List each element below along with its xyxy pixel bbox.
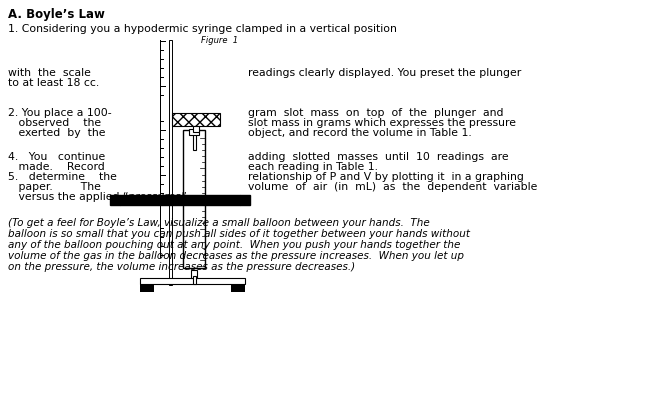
Text: balloon is so small that you can push all sides of it together between your hand: balloon is so small that you can push al… [8,229,470,239]
Text: versus the applied “pressures”.: versus the applied “pressures”. [8,192,190,202]
Bar [193,134,195,150]
Text: on the pressure, the volume increases as the pressure decreases.): on the pressure, the volume increases as… [8,262,355,272]
Bar [161,184,164,185]
Bar [189,129,199,135]
Text: any of the balloon pouching out at any point.  When you push your hands together: any of the balloon pouching out at any p… [8,240,460,250]
Bar [161,246,164,247]
Text: readings clearly displayed. You preset the plunger: readings clearly displayed. You preset t… [248,68,521,78]
Bar [168,40,172,285]
Bar [140,278,245,284]
Bar [161,175,167,176]
Text: volume  of  air  (in  mL)  as  the  dependent  variable: volume of air (in mL) as the dependent v… [248,182,537,192]
Bar [161,228,164,229]
Text: to at least 18 cc.: to at least 18 cc. [8,78,99,88]
Bar [161,166,164,167]
Bar [110,195,120,205]
Bar [161,219,167,220]
Text: 4.   You   continue: 4. You continue [8,152,105,162]
Bar [161,104,164,105]
Text: made.    Record: made. Record [8,162,104,172]
Bar [240,195,250,205]
Bar [193,126,199,132]
Bar [183,130,205,268]
Text: 1. Considering you a hypodermic syringe clamped in a vertical position: 1. Considering you a hypodermic syringe … [8,24,397,34]
Text: (To get a feel for Boyle’s Law, visualize a small balloon between your hands.  T: (To get a feel for Boyle’s Law, visualiz… [8,218,430,228]
Text: observed    the: observed the [8,118,101,128]
Bar [161,59,164,60]
Text: relationship of P and V by plotting it  in a graphing: relationship of P and V by plotting it i… [248,172,524,182]
Text: exerted  by  the: exerted by the [8,128,106,138]
Bar [161,255,164,256]
Text: paper.        The: paper. The [8,182,101,192]
Bar [161,41,167,42]
Text: object, and record the volume in Table 1.: object, and record the volume in Table 1… [248,128,471,138]
Text: gram  slot  mass  on  top  of  the  plunger  and: gram slot mass on top of the plunger and [248,108,503,118]
Text: volume of the gas in the balloon decreases as the pressure increases.  When you : volume of the gas in the balloon decreas… [8,251,464,261]
Bar [161,237,164,238]
Bar [161,157,164,158]
Bar [193,276,195,284]
Bar [161,68,164,69]
Bar [161,202,164,203]
Bar [161,130,167,131]
Bar [161,77,164,78]
Text: adding  slotted  masses  until  10  readings  are: adding slotted masses until 10 readings … [248,152,509,162]
Bar [160,40,161,258]
Bar [161,139,164,140]
Bar [172,113,220,126]
Text: 2. You place a 100-: 2. You place a 100- [8,108,112,118]
Bar [161,50,164,51]
Text: 5.   determine    the: 5. determine the [8,172,117,182]
Text: slot mass in grams which expresses the pressure: slot mass in grams which expresses the p… [248,118,516,128]
Bar [161,86,167,87]
Bar [161,210,164,211]
Bar [161,112,164,113]
Bar [161,193,164,194]
Bar [161,121,164,122]
Bar [140,284,154,292]
Text: with  the  scale: with the scale [8,68,91,78]
Bar [161,148,164,149]
Text: each reading in Table 1.: each reading in Table 1. [248,162,378,172]
Bar [191,270,197,278]
Bar [161,95,164,96]
Bar [231,284,245,292]
Bar [120,195,240,205]
Text: A. Boyle’s Law: A. Boyle’s Law [8,8,105,21]
Text: Figure  1: Figure 1 [201,36,238,45]
